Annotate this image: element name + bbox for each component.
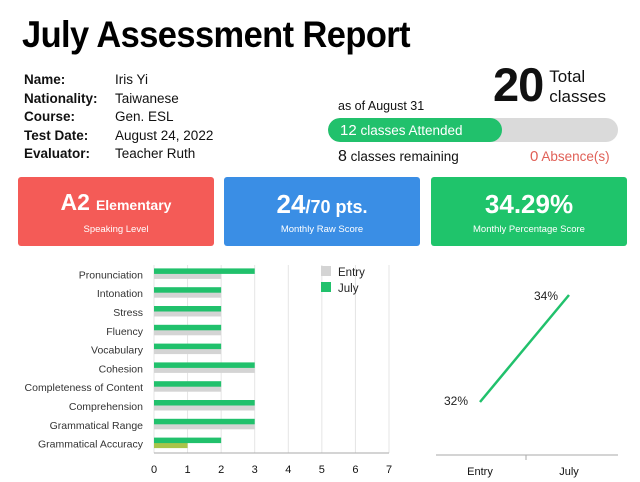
nationality-label: Nationality:: [24, 90, 98, 106]
evaluator-value: Teacher Ruth: [115, 146, 196, 161]
x-tick-label: 1: [185, 464, 191, 476]
attended-count: 12: [340, 122, 357, 139]
entry-bar: [154, 442, 188, 449]
name-row: Name: Iris Yi: [24, 71, 213, 90]
category-label: Cohesion: [99, 363, 144, 375]
remaining-text: 8 classes remaining: [338, 148, 459, 166]
july-bar: [154, 362, 255, 368]
july-bar: [154, 437, 222, 444]
total-classes-label: Total classes: [549, 67, 606, 107]
entry-bar: [154, 311, 222, 317]
entry-bar: [154, 386, 222, 392]
x-tick-label: 0: [151, 464, 157, 476]
line-category-label: Entry: [467, 466, 493, 478]
total-classes-number: 20: [493, 58, 544, 111]
percentage-score-card: 34.29% Monthly Percentage Score: [431, 177, 627, 246]
attended-text: 12 classes Attended: [340, 122, 463, 139]
legend-entry-swatch: [321, 266, 331, 276]
level-code: A2: [60, 189, 90, 215]
percentage-score-value: 34.29%: [431, 189, 627, 220]
attendance-progress-fill: [328, 118, 502, 142]
july-bar: [154, 418, 255, 425]
legend-entry-label: Entry: [338, 267, 365, 279]
july-bar: [154, 381, 222, 387]
raw-score-caption: Monthly Raw Score: [280, 224, 364, 235]
total-label-line2: classes: [549, 87, 606, 106]
category-label: Grammatical Accuracy: [38, 439, 144, 451]
line-category-label: July: [559, 466, 579, 478]
entry-bar: [154, 348, 222, 355]
entry-bar: [154, 405, 255, 411]
test-date-value: August 24, 2022: [115, 127, 214, 143]
charts-area: 0 1 2 3 4 5 6 7 Pronunciation Intonation Stress Flu…: [25, 265, 618, 478]
course-row: Course: Gen. ESL: [24, 108, 213, 127]
x-tick-label: 5: [319, 464, 325, 476]
student-info: Name: Iris Yi Nationality: Taiwanese Cou…: [24, 71, 213, 164]
evaluator-label: Evaluator:: [24, 146, 91, 161]
raw-score: 24: [276, 189, 306, 219]
july-bar: [154, 268, 255, 274]
july-bar: [154, 400, 255, 406]
july-bar: [154, 343, 222, 350]
total-classes: 20 Total classes: [493, 58, 606, 112]
page-title: July Assessment Report: [22, 14, 411, 55]
x-tick-label: 6: [352, 464, 358, 476]
absence-count: 0: [530, 148, 539, 165]
percentage-score: 34.29%: [484, 189, 574, 219]
entry-bar: [154, 292, 222, 298]
skills-bar-chart: 0 1 2 3 4 5 6 7 Pronunciation Intonation Stress Flu…: [25, 265, 392, 476]
raw-score-card: 24/70 pts. Monthly Raw Score: [224, 177, 420, 246]
name-label: Name:: [24, 72, 66, 87]
entry-bar: [154, 273, 222, 279]
speaking-level-value: A2 Elementary: [18, 189, 214, 216]
course-label: Course:: [24, 109, 76, 124]
score-line: [479, 294, 570, 403]
raw-score-value: 24/70 pts.: [224, 189, 420, 220]
remaining-count: 8: [338, 148, 347, 165]
legend-july-label: July: [338, 283, 359, 295]
as-of-date: as of August 31: [338, 99, 425, 113]
course-value: Gen. ESL: [115, 109, 174, 124]
category-label: Stress: [113, 307, 143, 319]
absence-text: 0 Absence(s): [530, 148, 610, 165]
raw-score-total: /70 pts.: [305, 197, 368, 217]
nationality-value: Taiwanese: [115, 90, 179, 106]
attended-label: classes Attended: [360, 123, 463, 138]
test-date-row: Test Date: August 24, 2022: [24, 127, 213, 146]
x-tick-label: 7: [386, 464, 392, 476]
total-label-line1: Total: [549, 67, 586, 86]
nationality-row: Nationality: Taiwanese: [24, 90, 213, 109]
name-value: Iris Yi: [115, 72, 149, 87]
speaking-level-caption: Speaking Level: [83, 224, 149, 235]
july-bar: [154, 324, 222, 331]
x-tick-label: 2: [218, 464, 224, 476]
attendance-progress-bar: 12 classes Attended: [328, 118, 618, 142]
entry-bar: [154, 329, 222, 336]
july-bar: [154, 287, 222, 293]
test-date-label: Test Date:: [24, 127, 89, 143]
category-label: Fluency: [106, 326, 144, 338]
data-label-july: 34%: [534, 289, 558, 303]
entry-bar: [154, 423, 255, 430]
x-tick-label: 3: [252, 464, 258, 476]
category-label: Grammatical Range: [50, 420, 144, 432]
category-label: Intonation: [97, 288, 143, 300]
category-label: Pronunciation: [79, 269, 143, 281]
remaining-label: classes remaining: [350, 149, 459, 164]
entry-bar: [154, 367, 255, 373]
absence-label: Absence(s): [541, 149, 610, 164]
category-label: Completeness of Content: [25, 382, 144, 394]
legend-july-swatch: [321, 282, 331, 292]
x-tick-label: 4: [285, 464, 291, 476]
level-name: Elementary: [95, 197, 172, 213]
evaluator-row: Evaluator: Teacher Ruth: [24, 145, 213, 164]
category-label: Comprehension: [69, 401, 143, 413]
score-line-chart: Entry July 32% 34%: [436, 289, 618, 478]
data-label-entry: 32%: [444, 394, 468, 408]
category-label: Vocabulary: [91, 345, 144, 357]
speaking-level-card: A2 Elementary Speaking Level: [18, 177, 214, 246]
july-bar: [154, 306, 222, 312]
percentage-score-caption: Monthly Percentage Score: [473, 224, 585, 235]
